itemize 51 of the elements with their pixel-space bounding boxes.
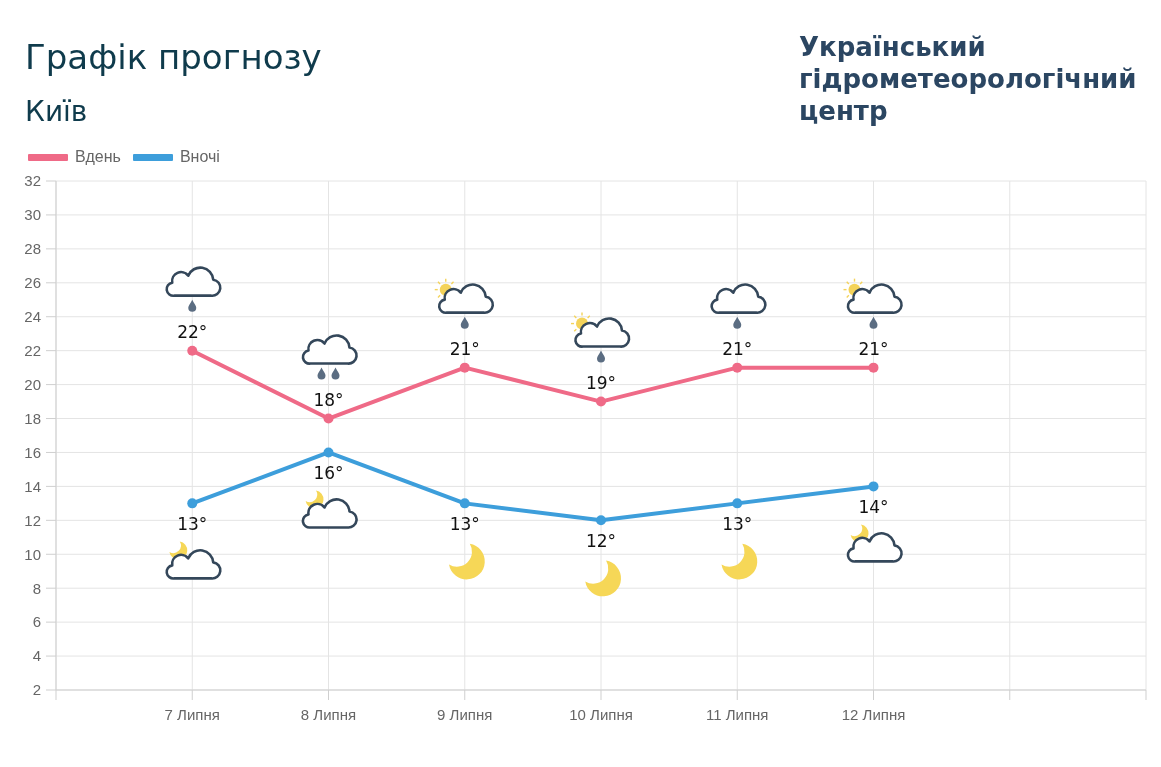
y-tick-label: 24 xyxy=(24,308,41,326)
y-tick-label: 16 xyxy=(24,443,41,461)
y-tick-label: 28 xyxy=(24,240,41,258)
data-label: 13° xyxy=(177,514,208,535)
chart-subtitle: Київ xyxy=(25,95,88,129)
point xyxy=(868,362,879,373)
legend-label: Вночі xyxy=(179,147,220,167)
data-label: 22° xyxy=(177,321,208,342)
y-tick-label: 20 xyxy=(24,375,41,393)
x-tick-label: 11 Липня xyxy=(706,705,769,723)
point xyxy=(459,362,470,373)
data-label: 18° xyxy=(313,389,344,410)
x-tick-label: 10 Липня xyxy=(569,705,633,723)
y-tick-label: 10 xyxy=(24,545,41,563)
data-label: 13° xyxy=(722,514,753,535)
data-label: 19° xyxy=(585,372,617,393)
x-tick-label: 12 Липня xyxy=(841,705,906,723)
point xyxy=(596,515,606,526)
data-label: 12° xyxy=(585,531,617,552)
y-tick-label: 30 xyxy=(24,206,41,224)
point xyxy=(323,413,334,424)
y-tick-label: 26 xyxy=(24,274,41,292)
data-label: 21° xyxy=(449,338,480,359)
y-tick-label: 2 xyxy=(32,681,41,699)
y-tick-label: 4 xyxy=(32,647,41,665)
text: Український гідрометеорологічний центр xyxy=(799,31,1138,127)
x-tick-label: 9 Липня xyxy=(437,705,493,723)
x-tick-label: 8 Липня xyxy=(300,705,357,723)
point xyxy=(596,396,606,407)
y-tick-label: 6 xyxy=(32,613,41,631)
y-tick-label: 12 xyxy=(24,511,41,529)
point xyxy=(187,345,198,356)
y-tick-label: 32 xyxy=(24,172,41,190)
data-label: 21° xyxy=(858,338,889,359)
y-tick-label: 14 xyxy=(24,477,41,495)
point xyxy=(732,498,743,509)
data-label: 13° xyxy=(449,514,480,535)
y-tick-label: 18 xyxy=(24,409,41,427)
data-label: 16° xyxy=(313,463,344,484)
y-tick-label: 22 xyxy=(24,341,41,359)
legend-label: Вдень xyxy=(75,147,121,167)
point xyxy=(323,447,334,458)
y-tick-label: 8 xyxy=(32,579,41,597)
point xyxy=(187,498,198,509)
point xyxy=(732,362,743,373)
chart-title: Графік прогнозу xyxy=(25,37,322,77)
x-tick-label: 7 Липня xyxy=(164,705,220,723)
point xyxy=(459,498,470,509)
data-label: 21° xyxy=(722,338,753,359)
point xyxy=(868,481,879,492)
data-label: 14° xyxy=(858,497,889,518)
